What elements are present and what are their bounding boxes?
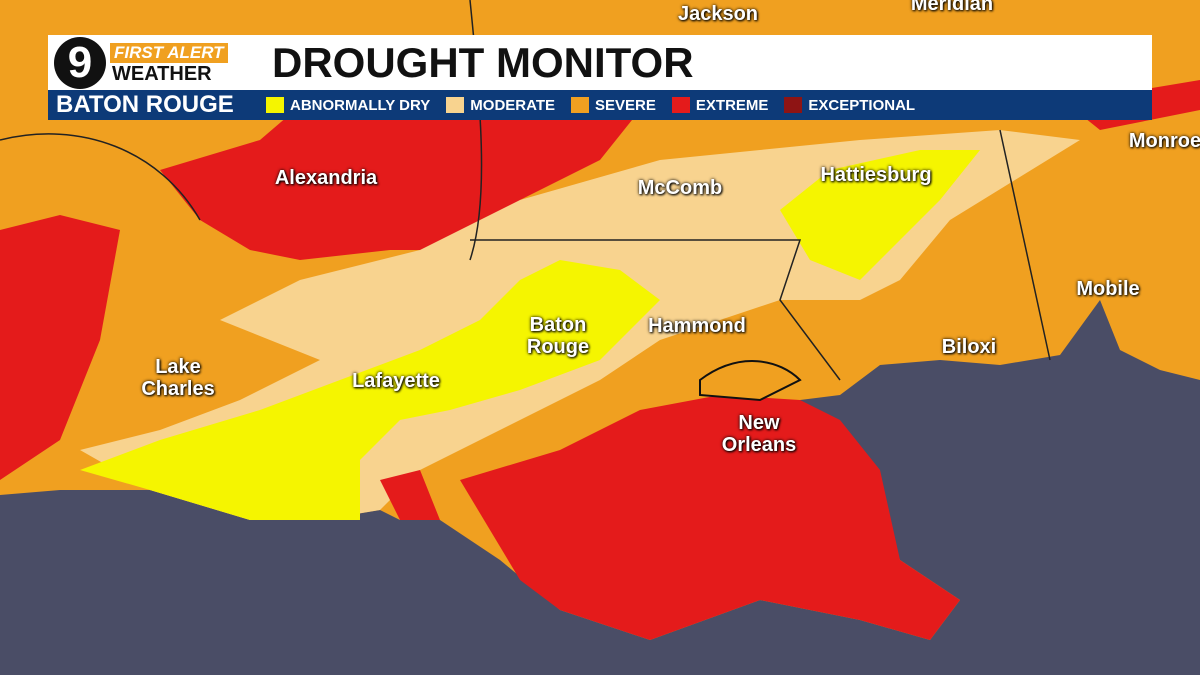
city-label: Meridian bbox=[910, 0, 994, 15]
title: DROUGHT MONITOR bbox=[272, 39, 694, 86]
legend-item: EXTREME bbox=[671, 96, 769, 114]
city-label: Monroe bbox=[1128, 130, 1200, 152]
brand-bottom: WEATHER bbox=[112, 63, 212, 85]
legend-item: ABNORMALLY DRY bbox=[266, 97, 430, 114]
city-label: Hammond bbox=[648, 315, 746, 337]
legend-item: EXCEPTIONAL bbox=[784, 97, 915, 114]
legend-item: SEVERE bbox=[571, 97, 656, 114]
legend-swatch bbox=[266, 97, 284, 113]
region-extreme-coast bbox=[460, 395, 960, 640]
legend-label: ABNORMALLY DRY bbox=[290, 96, 431, 114]
city-label: New Orleans bbox=[721, 412, 797, 456]
region-extreme-bay bbox=[380, 470, 440, 520]
legend-swatch bbox=[571, 97, 590, 113]
legend-label: EXTREME bbox=[695, 96, 769, 114]
brand-top: FIRST ALERT bbox=[110, 43, 228, 63]
legend-label: EXCEPTIONAL bbox=[808, 96, 916, 114]
station-logo: 9 bbox=[54, 37, 106, 89]
legend-swatch bbox=[446, 97, 465, 113]
region-abnormally-dry-ms bbox=[780, 150, 980, 280]
region-abnormally-dry bbox=[80, 260, 660, 520]
legend-swatch bbox=[671, 97, 690, 113]
legend-swatch bbox=[784, 97, 803, 113]
city-label: Baton Rouge bbox=[526, 314, 590, 358]
lake-pontchartrain-outline bbox=[699, 360, 802, 402]
legend-strip: BATON ROUGE ABNORMALLY DRY MODERATE SEVERE… bbox=[48, 90, 1152, 120]
location: BATON ROUGE bbox=[56, 91, 234, 118]
region-extreme-west bbox=[0, 215, 120, 480]
city-label: Mobile bbox=[1076, 278, 1140, 300]
city-label: Lake Charles bbox=[141, 356, 215, 400]
legend-label: SEVERE bbox=[595, 96, 656, 114]
city-label: McComb bbox=[637, 177, 723, 199]
city-label: Alexandria bbox=[274, 167, 378, 189]
state-borders bbox=[0, 0, 1051, 381]
city-label: Lafayette bbox=[352, 370, 440, 392]
city-label: Jackson bbox=[677, 3, 759, 25]
city-label: Hattiesburg bbox=[820, 164, 932, 186]
header-bar: 9 FIRST ALERT WEATHER DROUGHT MONITOR BA… bbox=[48, 35, 1152, 120]
city-label: Biloxi bbox=[941, 336, 997, 358]
legend-label: MODERATE bbox=[470, 96, 556, 114]
legend-item: MODERATE bbox=[446, 97, 555, 114]
title-strip: 9 FIRST ALERT WEATHER DROUGHT MONITOR bbox=[48, 35, 1152, 90]
